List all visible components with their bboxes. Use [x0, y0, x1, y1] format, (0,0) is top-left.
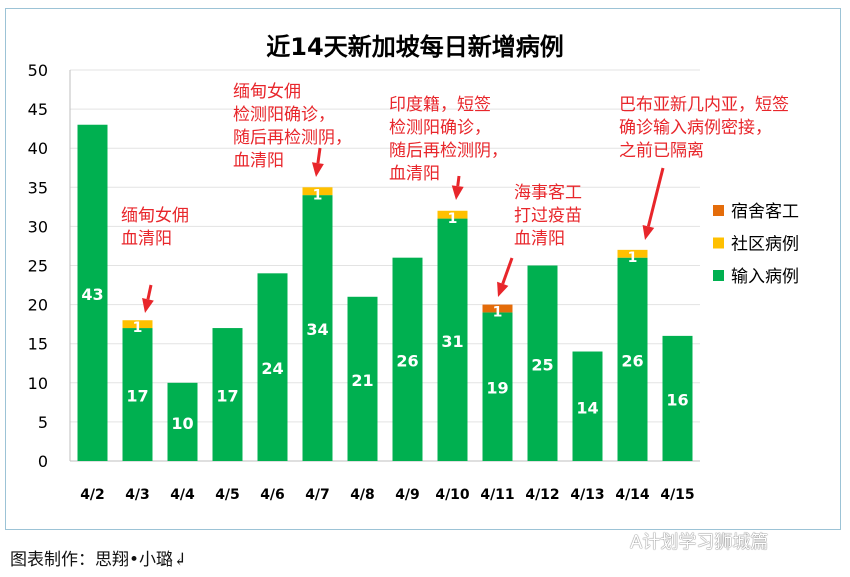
chart-frame: [5, 8, 841, 530]
annotation-4-11: 海事客工 打过疫苗 血清阳: [514, 183, 582, 249]
x-tick-label: 4/6: [260, 487, 285, 503]
y-tick-label: 0: [38, 452, 48, 471]
bar-4/8-series-0: [347, 296, 378, 461]
annotation-arrow: [316, 147, 322, 164]
x-tick-label: 4/2: [80, 487, 105, 503]
data-label: 1: [628, 250, 638, 266]
x-tick-label: 4/9: [395, 487, 420, 503]
bar-4/14-series-1: [617, 249, 648, 258]
y-tick-label: 30: [28, 217, 48, 236]
legend-label: 宿舍客工: [731, 202, 799, 222]
bar-4/4-series-0: [167, 382, 198, 461]
x-tick-label: 4/8: [350, 487, 375, 503]
annotation-arrow: [456, 175, 461, 187]
data-label: 26: [621, 351, 643, 370]
y-tick-label: 50: [28, 61, 48, 80]
bar-4/12-series-0: [527, 265, 558, 461]
y-tick-label: 25: [28, 257, 48, 276]
x-tick-label: 4/7: [305, 487, 330, 503]
y-tick-label: 10: [28, 374, 48, 393]
bar-4/15-series-0: [662, 335, 693, 461]
y-tick-label: 5: [38, 413, 48, 432]
data-label: 17: [126, 387, 148, 406]
data-label: 17: [216, 387, 238, 406]
data-label: 31: [441, 332, 463, 351]
data-label: 21: [351, 371, 373, 390]
bar-4/7-series-1: [302, 187, 333, 196]
x-tick-label: 4/15: [660, 487, 694, 503]
x-tick-label: 4/12: [525, 487, 559, 503]
x-tick-label: 4/3: [125, 487, 150, 503]
bar-4/3-series-1: [122, 320, 153, 329]
y-tick-label: 15: [28, 335, 48, 354]
data-label: 10: [171, 414, 193, 433]
x-tick-label: 4/4: [170, 487, 195, 503]
data-label: 26: [396, 351, 418, 370]
data-label: 1: [493, 305, 503, 321]
annotation-arrowhead: [497, 281, 509, 297]
y-tick-label: 45: [28, 100, 48, 119]
y-tick-label: 35: [28, 178, 48, 197]
annotation-arrow: [646, 167, 665, 227]
bar-4/3-series-0: [122, 328, 153, 461]
y-tick-label: 40: [28, 139, 48, 158]
bar-4/11-series-2: [482, 304, 513, 313]
annotation-4-10: 印度籍，短签 检测阳确诊， 随后再检测阴， 血清阳: [389, 95, 508, 184]
data-label: 16: [666, 390, 688, 409]
annotation-arrowhead: [451, 185, 464, 200]
bar-4/13-series-0: [572, 351, 603, 461]
chart-credit: 图表制作：思翔•小璐↲: [10, 550, 188, 570]
x-tick-label: 4/13: [570, 487, 604, 503]
data-label: 1: [313, 187, 323, 203]
annotation-arrowhead: [142, 298, 154, 313]
data-label: 43: [81, 285, 103, 304]
y-tick-label: 20: [28, 296, 48, 315]
data-label: 24: [261, 359, 283, 378]
legend-swatch: [713, 205, 724, 216]
annotation-arrow: [501, 257, 514, 285]
annotation-arrowhead: [311, 162, 324, 177]
legend-swatch: [713, 270, 724, 281]
annotation-4-14: 巴布亚新几内亚，短签 确诊输入病例密接， 之前已隔离: [619, 95, 789, 161]
bar-4/7-series-0: [302, 195, 333, 461]
bar-4/10-series-1: [437, 210, 468, 219]
annotation-4-7: 缅甸女佣 检测阳确诊， 随后再检测阴， 血清阳: [233, 82, 352, 171]
data-label: 1: [133, 320, 143, 336]
data-label: 1: [448, 211, 458, 227]
annotation-arrow: [146, 284, 153, 300]
annotation-arrowhead: [642, 224, 655, 240]
legend-label: 输入病例: [731, 267, 799, 287]
annotation-4-3: 缅甸女佣 血清阳: [121, 206, 189, 249]
x-tick-label: 4/5: [215, 487, 240, 503]
bar-4/2-series-0: [77, 124, 108, 462]
data-label: 25: [531, 355, 553, 374]
legend-label: 社区病例: [731, 235, 799, 255]
x-tick-label: 4/14: [615, 487, 650, 503]
chart-title: 近14天新加坡每日新增病例: [266, 33, 563, 61]
data-label: 34: [306, 320, 328, 339]
legend-swatch: [713, 237, 724, 249]
data-label: 14: [576, 398, 598, 417]
bar-4/11-series-0: [482, 312, 513, 461]
bar-4/6-series-0: [257, 273, 288, 461]
x-tick-label: 4/11: [480, 487, 514, 503]
data-label: 19: [486, 379, 508, 398]
bar-4/5-series-0: [212, 328, 243, 461]
bar-4/10-series-0: [437, 218, 468, 461]
watermark: A计划学习狮城篇: [630, 532, 769, 553]
bar-4/9-series-0: [392, 257, 423, 461]
x-tick-label: 4/10: [435, 487, 470, 503]
bar-4/14-series-0: [617, 257, 648, 461]
